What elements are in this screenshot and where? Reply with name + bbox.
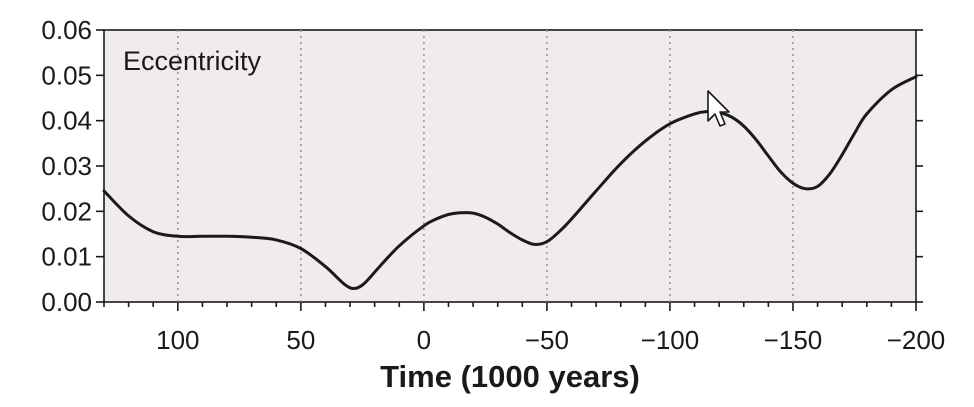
x-tick-label: −150: [764, 325, 823, 355]
x-tick-label: −100: [641, 325, 700, 355]
y-tick-label: 0.02: [41, 196, 92, 226]
x-tick-label: −50: [525, 325, 569, 355]
y-tick-label: 0.06: [41, 15, 92, 45]
x-axis: 100 50 0 −50 −100 −150 −200: [103, 302, 946, 355]
y-tick-label: 0.00: [41, 287, 92, 317]
series-line-eccentricity: [102, 75, 918, 290]
plot-area: [103, 29, 917, 303]
mouse-cursor-icon: [707, 90, 730, 127]
x-axis-title: Time (1000 years): [380, 359, 640, 394]
y-tick-label: 0.01: [41, 242, 92, 272]
x-tick-label: 0: [417, 325, 431, 355]
y-tick-label: 0.03: [41, 151, 92, 181]
x-tick-label: −200: [887, 325, 946, 355]
series-label-eccentricity: Eccentricity: [123, 46, 262, 76]
y-tick-label: 0.05: [41, 60, 92, 90]
x-tick-label: 50: [286, 325, 315, 355]
y-tick-label: 0.04: [41, 106, 92, 136]
y-axis: 0.00 0.01 0.02 0.03 0.04 0.05 0.06: [41, 15, 923, 317]
x-tick-label: 100: [156, 325, 199, 355]
